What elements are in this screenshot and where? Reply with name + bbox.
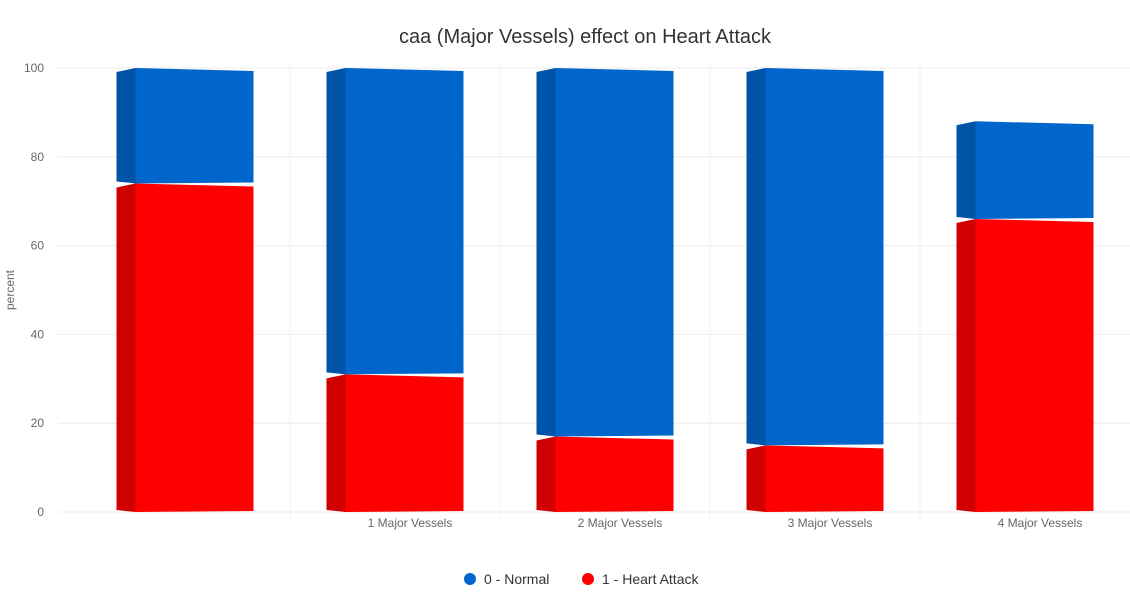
bar-front-face: [345, 68, 464, 375]
y-tick-label: 80: [31, 150, 45, 164]
x-tick-label: 2 Major Vessels: [578, 516, 663, 530]
bar-front-face: [765, 68, 884, 446]
bar-side-face: [116, 68, 136, 184]
y-tick-label: 20: [31, 416, 45, 430]
bar-segment: [956, 121, 1094, 219]
bar-side-face: [326, 68, 346, 375]
bar-front-face: [975, 218, 1094, 512]
bar-front-face: [135, 68, 254, 184]
bar-segment: [536, 68, 674, 437]
bar-segment: [326, 68, 464, 375]
bar-front-face: [975, 121, 1094, 219]
bar-segment: [116, 183, 254, 512]
bars: [116, 68, 1094, 512]
bar-segment: [536, 436, 674, 512]
legend-label: 1 - Heart Attack: [602, 571, 699, 587]
bar-segment: [956, 218, 1094, 512]
bar-side-face: [116, 183, 136, 512]
bar-side-face: [326, 374, 346, 512]
legend-marker: [582, 573, 594, 585]
bar-segment: [326, 374, 464, 512]
y-tick-label: 100: [24, 61, 44, 75]
bar-side-face: [746, 445, 766, 512]
legend-marker: [464, 573, 476, 585]
legend: 0 - Normal 1 - Heart Attack: [464, 571, 699, 587]
bar-segment: [746, 68, 884, 446]
bar-front-face: [555, 436, 674, 512]
y-tick-label: 60: [31, 239, 45, 253]
bar-side-face: [746, 68, 766, 446]
bar-side-face: [536, 68, 556, 437]
bar-segment: [746, 445, 884, 512]
x-tick-label: 3 Major Vessels: [788, 516, 873, 530]
bar-front-face: [765, 445, 884, 512]
chart-title: caa (Major Vessels) effect on Heart Atta…: [399, 26, 772, 48]
bar-segment: [116, 68, 254, 184]
y-tick-label: 40: [31, 327, 45, 341]
x-axis-ticks: 1 Major Vessels 2 Major Vessels 3 Major Ve…: [368, 516, 1083, 530]
legend-item[interactable]: 0 - Normal: [464, 571, 549, 587]
bar-front-face: [135, 183, 254, 512]
x-tick-label: 4 Major Vessels: [998, 516, 1083, 530]
bar-front-face: [555, 68, 674, 437]
y-axis-ticks: 0 20 40 60 80 100: [24, 61, 44, 519]
bar-side-face: [536, 436, 556, 512]
x-tick-label: 1 Major Vessels: [368, 516, 453, 530]
legend-item[interactable]: 1 - Heart Attack: [582, 571, 699, 587]
y-tick-label: 0: [37, 505, 44, 519]
y-axis-label: percent: [3, 269, 17, 310]
bar-side-face: [956, 121, 976, 219]
bar-front-face: [345, 374, 464, 512]
bar-side-face: [956, 218, 976, 512]
legend-label: 0 - Normal: [484, 571, 549, 587]
